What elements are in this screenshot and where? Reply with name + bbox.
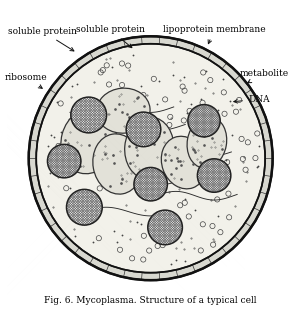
Text: DNA: DNA: [234, 95, 270, 104]
Circle shape: [197, 159, 231, 192]
Circle shape: [148, 210, 182, 245]
Ellipse shape: [93, 134, 142, 194]
Text: soluble protein: soluble protein: [76, 26, 145, 48]
Text: lipoprotein membrane: lipoprotein membrane: [163, 26, 266, 44]
Circle shape: [71, 97, 107, 133]
Ellipse shape: [96, 88, 150, 133]
Circle shape: [67, 189, 102, 225]
Circle shape: [126, 112, 161, 147]
Text: Fig. 6. Mycoplasma. Structure of a typical cell: Fig. 6. Mycoplasma. Structure of a typic…: [44, 296, 257, 305]
Circle shape: [29, 36, 273, 280]
Circle shape: [188, 105, 220, 137]
Ellipse shape: [187, 116, 227, 168]
Ellipse shape: [161, 136, 206, 189]
Ellipse shape: [61, 108, 117, 174]
Circle shape: [33, 40, 269, 277]
Text: metabolite: metabolite: [240, 69, 289, 83]
Circle shape: [36, 44, 265, 273]
Text: soluble protein: soluble protein: [8, 27, 77, 51]
Circle shape: [47, 144, 81, 178]
Circle shape: [134, 168, 168, 201]
Ellipse shape: [125, 117, 174, 179]
Text: ribosome: ribosome: [5, 73, 47, 88]
